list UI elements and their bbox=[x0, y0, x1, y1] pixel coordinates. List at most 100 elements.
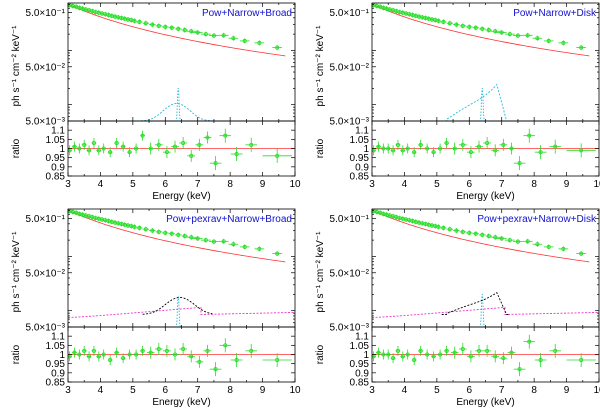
ratio-data-point bbox=[411, 147, 417, 158]
ratio-data-point bbox=[154, 138, 163, 151]
data-marker bbox=[499, 236, 504, 241]
data-marker bbox=[425, 352, 430, 357]
x-tick-label: 4 bbox=[98, 179, 104, 190]
ratio-plot-area bbox=[68, 128, 295, 171]
data-marker bbox=[275, 153, 280, 158]
spectrum-y-label: ph s⁻¹ cm⁻² keV⁻¹ bbox=[11, 25, 22, 107]
spectrum-data-point bbox=[132, 224, 137, 230]
data-marker bbox=[535, 242, 540, 247]
ratio-data-point bbox=[483, 137, 492, 149]
data-marker bbox=[189, 354, 194, 359]
panel-title: Pow+Narrow+Disk bbox=[513, 8, 597, 19]
x-tick-label: 9 bbox=[564, 385, 570, 396]
ratio-y-tick-label: 1 bbox=[363, 144, 369, 155]
spectrum-data-point bbox=[436, 224, 441, 230]
data-marker bbox=[436, 224, 441, 229]
x-tick-label: 3 bbox=[369, 385, 375, 396]
spectrum-data-point bbox=[175, 26, 182, 32]
spectrum-data-point bbox=[70, 3, 75, 9]
data-marker bbox=[579, 148, 584, 153]
ratio-data-point bbox=[171, 348, 179, 361]
ratio-data-point bbox=[179, 343, 188, 355]
data-marker bbox=[538, 357, 543, 362]
ratio-data-point bbox=[376, 141, 381, 152]
spectrum-data-point bbox=[149, 22, 156, 28]
spectrum-data-point bbox=[496, 30, 507, 36]
data-marker bbox=[164, 348, 169, 353]
spectrum-data-point bbox=[426, 16, 431, 22]
data-marker bbox=[221, 33, 226, 38]
spectrum-data-point bbox=[410, 218, 415, 224]
spectrum-data-point bbox=[113, 220, 118, 226]
ratio-data-point bbox=[187, 350, 196, 363]
ratio-data-point bbox=[219, 128, 232, 143]
data-marker bbox=[169, 25, 174, 30]
y-tick-label: 5.0×10⁻³ bbox=[330, 117, 370, 128]
data-marker bbox=[438, 352, 443, 357]
data-marker bbox=[509, 146, 514, 151]
spectrum-data-point bbox=[433, 17, 438, 23]
data-marker bbox=[77, 352, 82, 357]
spectrum-data-point bbox=[162, 24, 169, 30]
spectrum-data-point bbox=[532, 241, 543, 247]
ratio-data-point bbox=[195, 138, 204, 151]
data-marker bbox=[438, 146, 443, 151]
spectrum-data-point bbox=[132, 18, 137, 24]
data-marker bbox=[164, 150, 169, 155]
data-marker bbox=[127, 150, 132, 155]
ratio-y-tick-label: 0.9 bbox=[51, 162, 65, 173]
ratio-data-point bbox=[405, 349, 411, 360]
data-marker bbox=[412, 357, 417, 362]
spectrum-data-point bbox=[119, 15, 124, 21]
spectrum-data-point bbox=[90, 8, 95, 14]
ratio-data-point bbox=[411, 355, 417, 365]
spectrum-data-point bbox=[440, 19, 447, 25]
ratio-y-tick-label: 0.85 bbox=[350, 378, 370, 389]
data-marker bbox=[242, 38, 247, 43]
x-tick-label: 7 bbox=[499, 385, 505, 396]
data-marker bbox=[156, 23, 161, 28]
x-tick-label: 8 bbox=[227, 385, 233, 396]
data-marker bbox=[156, 346, 161, 351]
data-marker bbox=[87, 148, 92, 153]
ratio-data-point bbox=[146, 142, 155, 155]
ratio-y-tick-label: 1.05 bbox=[350, 135, 370, 146]
ratio-data-point bbox=[171, 140, 179, 153]
ratio-data-point bbox=[262, 353, 292, 367]
data-marker bbox=[197, 142, 202, 147]
spectrum-data-point bbox=[394, 214, 399, 220]
spectrum-data-point bbox=[374, 209, 379, 215]
data-marker bbox=[234, 151, 239, 156]
ratio-data-point bbox=[395, 345, 401, 356]
y-tick-label: 5.0×10⁻² bbox=[330, 268, 370, 279]
spectrum-data-point bbox=[77, 211, 82, 217]
data-marker bbox=[561, 40, 566, 45]
ratio-data-point bbox=[483, 344, 492, 357]
data-marker bbox=[473, 25, 478, 30]
ratio-data-point bbox=[499, 352, 508, 365]
ratio-data-point bbox=[107, 355, 113, 365]
ratio-data-point bbox=[187, 149, 196, 162]
ratio-y-tick-label: 1.05 bbox=[46, 135, 66, 146]
x-tick-label: 4 bbox=[98, 385, 104, 396]
data-marker bbox=[400, 148, 405, 153]
ratio-y-tick-label: 0.85 bbox=[46, 172, 66, 183]
data-marker bbox=[515, 33, 520, 38]
spectrum-data-point bbox=[142, 20, 150, 26]
ratio-data-point bbox=[444, 138, 450, 148]
data-marker bbox=[213, 161, 218, 166]
spectrum-data-point bbox=[423, 221, 428, 227]
ratio-y-tick-label: 1 bbox=[59, 144, 65, 155]
data-marker bbox=[553, 348, 558, 353]
data-marker bbox=[195, 30, 200, 35]
x-tick-label: 4 bbox=[402, 385, 408, 396]
ratio-y-tick-label: 1.1 bbox=[51, 332, 65, 343]
model-component-disk-line bbox=[441, 83, 509, 121]
ratio-data-point bbox=[120, 141, 126, 152]
data-marker bbox=[418, 142, 423, 147]
data-marker bbox=[447, 21, 452, 26]
data-marker bbox=[579, 357, 584, 362]
ratio-y-tick-label: 0.95 bbox=[350, 153, 370, 164]
data-marker bbox=[444, 140, 449, 145]
data-marker bbox=[493, 354, 498, 359]
